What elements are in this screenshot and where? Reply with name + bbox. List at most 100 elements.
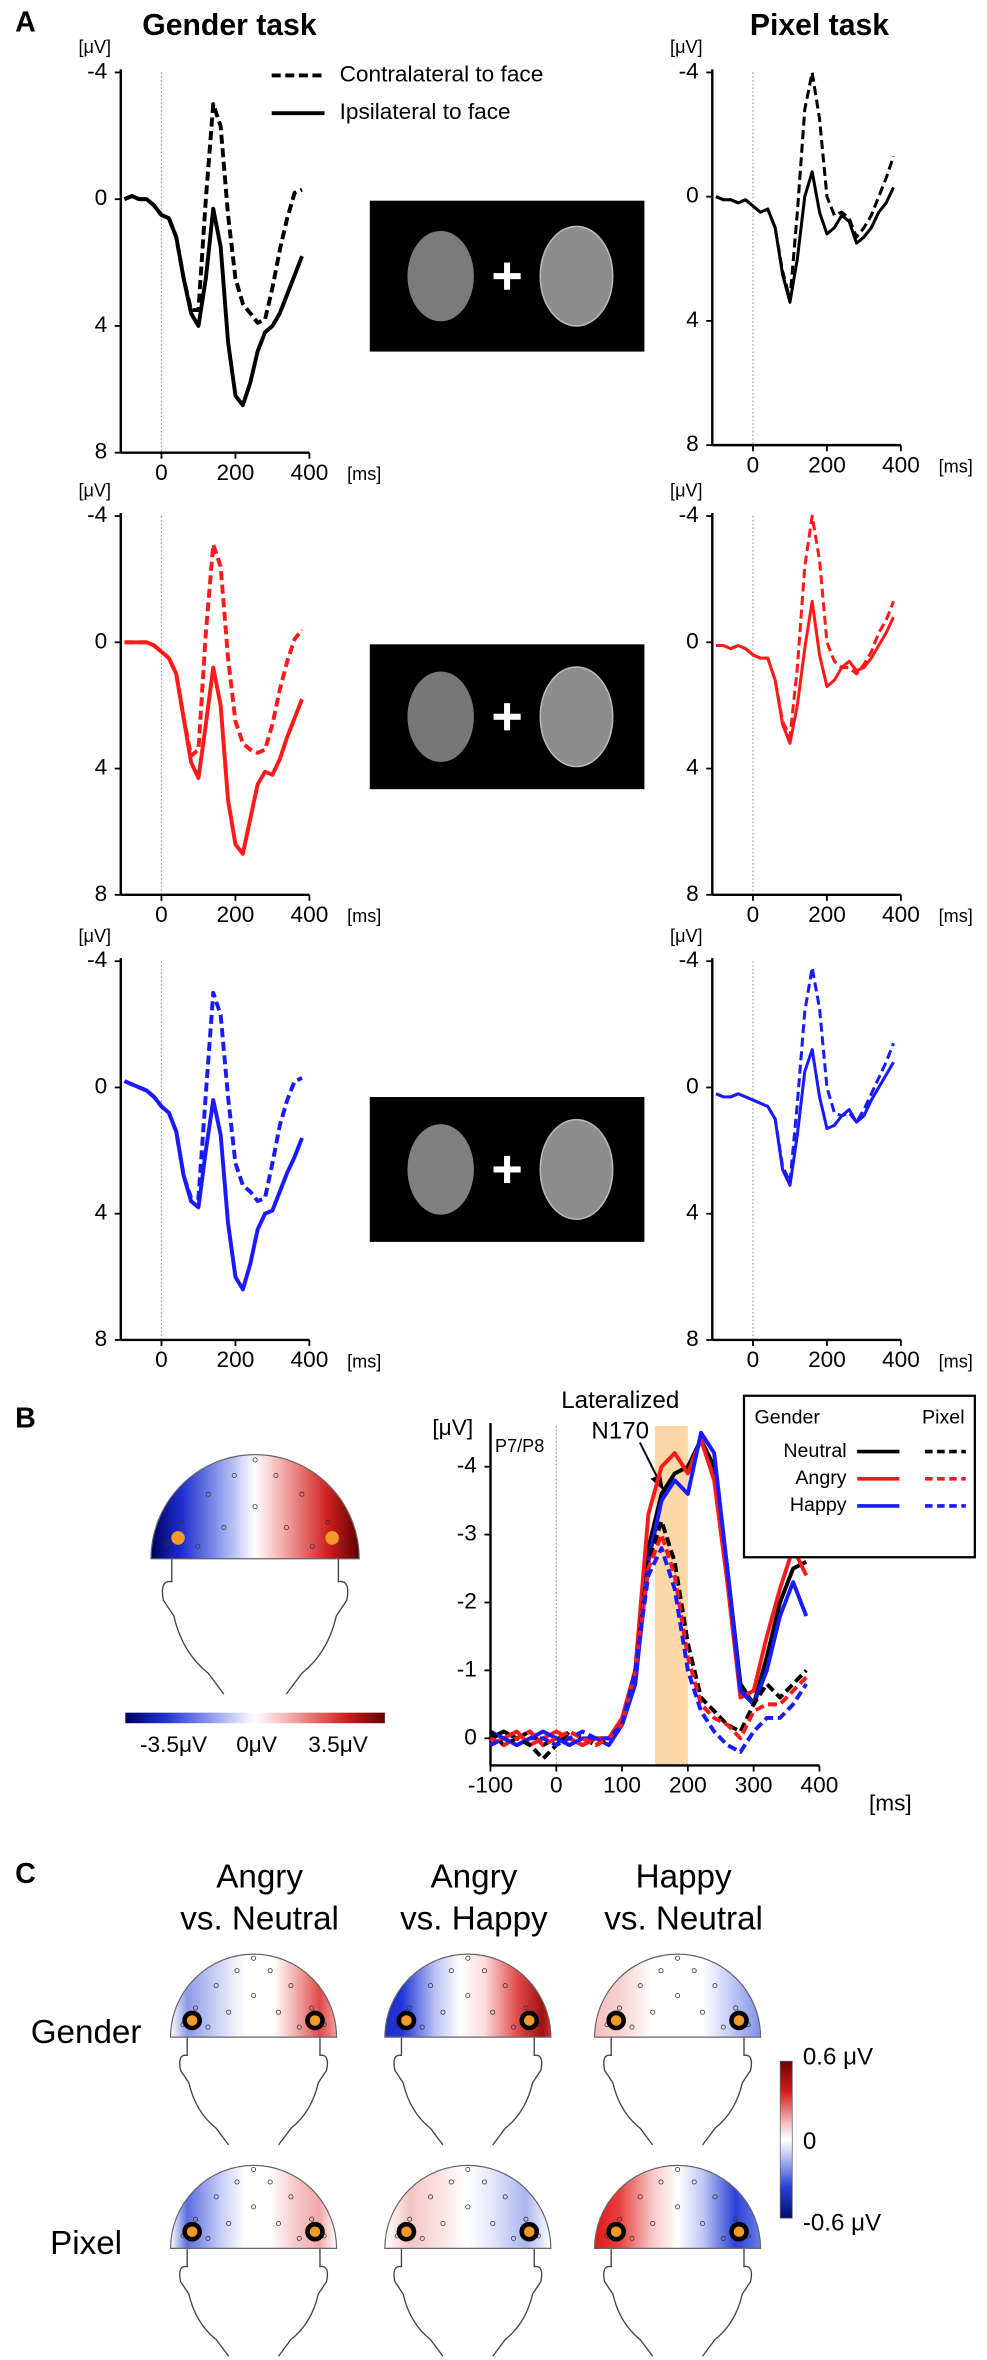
x-axis-unit: [ms] [347,906,381,926]
y-tick-label: 8 [95,1326,108,1351]
y-tick-label: 4 [686,1200,699,1225]
electrode [226,2220,232,2226]
highlight-electrode [182,2010,202,2031]
x-tick-label: 400 [882,452,920,477]
y-axis-unit: [μV] [432,1415,473,1440]
electrode [299,1491,305,1497]
electrode [617,2216,622,2222]
electrode [700,2009,705,2015]
x-tick-label: 400 [291,460,329,485]
electrode [275,2220,281,2226]
head-outline [603,2037,753,2146]
colorbar-label: 3.5μV [308,1732,368,1757]
x-axis-unit: [ms] [869,1791,912,1816]
electrode [252,1504,258,1510]
x-tick-label: 0 [747,1347,760,1372]
column-title: vs. Neutral [180,1901,339,1938]
column-title: Happy [636,1858,732,1895]
x-tick-label: 0 [747,902,760,927]
highlight-electrode [396,2010,417,2031]
highlight-electrode [519,2221,540,2242]
electrode [205,2024,211,2030]
electrode [448,1968,454,1974]
electrode [192,2005,198,2011]
house [539,666,614,768]
annotation: N170 [591,1417,649,1444]
scalp-map [384,2164,552,2249]
highlight-electrode [171,1531,185,1545]
electrode [650,2220,656,2226]
highlight-electrode [729,2010,749,2031]
electrode [195,1543,201,1549]
electrode [629,2235,635,2241]
y-tick-label: 8 [95,881,108,906]
y-tick-label: 0 [686,183,699,208]
y-tick-label: 8 [686,881,699,906]
line-series [715,514,895,739]
legend-box [742,1394,976,1559]
x-tick-label: 200 [669,1773,707,1798]
electrode [341,1540,347,1546]
electrode [502,1983,508,1989]
y-tick-label: 0 [95,185,108,210]
y-tick-label: 4 [95,1200,108,1225]
electrode [234,1968,240,1974]
electrode [637,1983,643,1989]
x-tick-label: 400 [882,1347,920,1372]
x-axis-unit: [ms] [939,1351,973,1371]
electrode [712,2194,718,2200]
highlight-electrode [182,2221,202,2242]
electrode [658,1968,664,1974]
x-axis-unit: [ms] [939,906,973,926]
highlight-electrode [305,2221,325,2242]
electrode [251,1955,257,1961]
line-series [489,1519,808,1761]
face [407,671,474,763]
y-axis-unit: [μV] [79,926,112,946]
y-tick-label: 4 [686,755,699,780]
row-label: Gender [31,2014,142,2051]
electrode [231,1472,237,1478]
electrode [733,2005,739,2011]
legend-header: Gender [755,1407,821,1429]
electrode [309,2216,315,2222]
scalp-map [169,2164,338,2249]
electrode [502,2194,508,2200]
annotation: Lateralized [561,1387,679,1414]
electrode [213,1983,219,1989]
legend-label: Ipsilateral to face [340,99,511,124]
fixation-cross [504,703,511,731]
head-outline [161,1558,349,1695]
electrode [511,2024,516,2030]
electrode [309,2005,315,2011]
column-title: Gender task [142,9,317,42]
x-tick-label: 400 [291,1347,329,1372]
scalp-map [593,1953,762,2038]
colorbar-label: 0.6 μV [803,2044,873,2071]
electrode [465,2204,471,2210]
fixation-cross [504,1155,511,1184]
line-series [715,70,895,301]
y-tick-label: -4 [679,502,699,527]
electrode [650,2009,656,2015]
electrode [213,2194,219,2200]
electrode [440,2220,446,2226]
electrode [490,2220,496,2226]
annotation-arrow [638,1442,661,1483]
x-tick-label: 200 [217,1347,255,1372]
x-tick-label: -100 [468,1773,513,1798]
line-series [715,170,895,304]
y-tick-label: -4 [679,58,699,83]
electrode [267,1968,273,1974]
y-tick-label: -4 [679,947,699,972]
electrode [712,1983,718,1989]
column-title: Angry [431,1858,518,1895]
electrode [192,2216,198,2222]
y-axis-unit: [μV] [79,37,112,57]
electrode [629,2024,635,2030]
y-tick-label: 8 [95,439,108,464]
scalp-map [150,1454,360,1560]
x-tick-label: 200 [217,902,255,927]
y-tick-label: 0 [686,1073,699,1098]
